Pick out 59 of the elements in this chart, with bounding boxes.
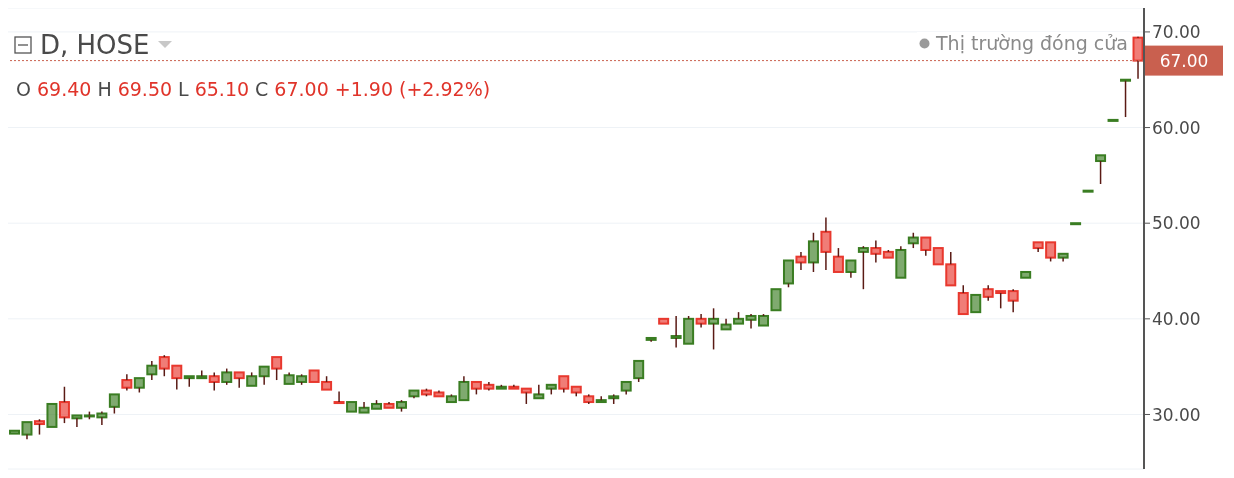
candlestick <box>970 293 982 314</box>
candlestick <box>146 360 158 381</box>
candlestick <box>1107 118 1119 122</box>
y-tick-label: 40.00 <box>1152 308 1201 329</box>
candlestick <box>645 336 657 343</box>
candlestick <box>820 216 832 271</box>
candlestick <box>932 247 944 266</box>
candlestick <box>408 389 420 399</box>
candlestick <box>333 390 345 405</box>
candlestick <box>196 369 208 380</box>
text: O 69.40 H 69.50 L 65.10 C 67.00 +1.90 (+2.92%) <box>16 78 491 100</box>
candlestick <box>670 315 682 349</box>
candlestick <box>1032 241 1044 253</box>
candlestick <box>346 401 358 413</box>
candlestick <box>533 384 545 400</box>
candlestick <box>957 284 969 316</box>
candlestick <box>208 371 220 392</box>
candlestick <box>121 373 133 392</box>
candlestick <box>920 236 932 257</box>
candlestick <box>71 414 83 428</box>
candlestick <box>720 318 732 331</box>
candlestick <box>21 421 33 441</box>
candlestick <box>945 251 957 287</box>
y-tick-label: 60.00 <box>1152 117 1201 138</box>
candlestick <box>845 259 857 279</box>
candlestick <box>558 375 570 394</box>
y-tick-label: 30.00 <box>1152 404 1201 425</box>
candlestick <box>770 288 782 312</box>
candlestick <box>233 371 245 389</box>
candlestick <box>795 251 807 271</box>
candlestick <box>171 364 183 391</box>
candlestick <box>620 380 632 396</box>
candlestick <box>1057 252 1069 263</box>
candlestick <box>1020 270 1032 279</box>
candlestick <box>895 245 907 279</box>
candlestick <box>745 313 757 330</box>
candlestick <box>1070 222 1082 226</box>
candlestick <box>383 401 395 409</box>
candlestick <box>283 371 295 385</box>
candlestick <box>9 429 20 435</box>
candlestick <box>458 375 470 402</box>
candlestick <box>358 401 370 414</box>
candlestick <box>870 239 882 264</box>
candlestick <box>483 381 495 392</box>
candlestick <box>1082 189 1094 193</box>
annotation: Thị trường đóng cửa <box>936 32 1128 54</box>
y-tick-label: 50.00 <box>1152 213 1201 234</box>
candlestick <box>1095 154 1107 185</box>
candlestick <box>1120 78 1132 118</box>
candlestick <box>508 384 520 390</box>
text: D, HOSE <box>40 30 150 60</box>
candlestick <box>595 395 607 404</box>
ref-line-label: 67.00 <box>1159 50 1209 71</box>
y-tick-label: 70.00 <box>1152 21 1201 42</box>
candlestick <box>1007 288 1019 313</box>
candlestick <box>658 317 670 325</box>
candlestick <box>308 369 320 383</box>
candlestick <box>46 402 58 428</box>
candlestick <box>258 365 270 386</box>
